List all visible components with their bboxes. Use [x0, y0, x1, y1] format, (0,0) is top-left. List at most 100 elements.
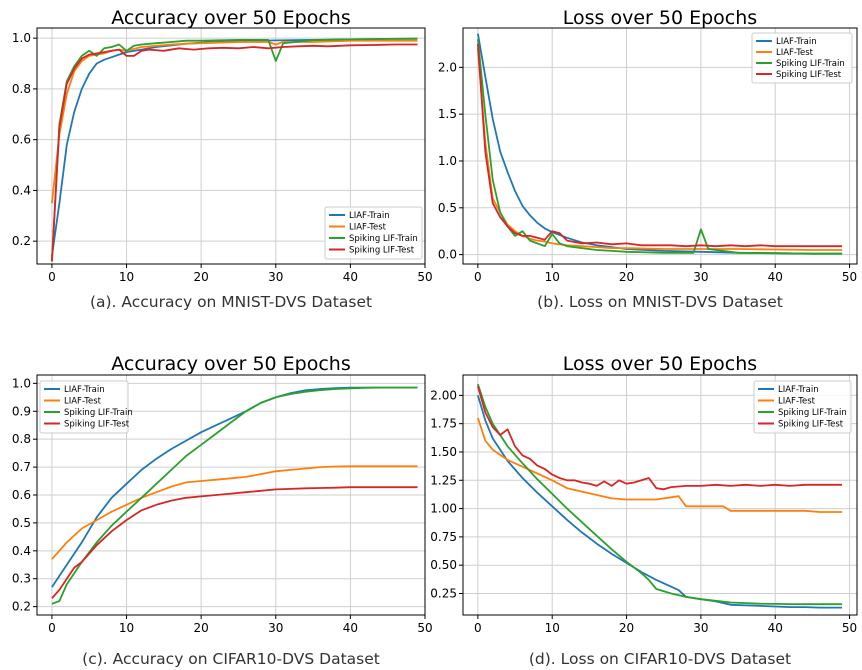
x-tick-label: 40	[343, 621, 358, 635]
plot-frame	[36, 27, 426, 265]
series-line-liaf-test	[51, 465, 418, 560]
x-tick-label: 50	[417, 621, 432, 635]
legend-box	[39, 380, 129, 434]
plot-frame	[462, 374, 858, 616]
y-tick-label: 1.50	[430, 445, 457, 459]
legend-label: Spiking LIF-Train	[776, 59, 845, 69]
y-tick-label: 2.0	[438, 60, 457, 74]
y-tick-label: 0.6	[12, 488, 31, 502]
y-tick-label: 0.4	[12, 544, 31, 558]
x-tick-label: 30	[268, 270, 283, 284]
legend-label: LIAF-Train	[778, 385, 819, 395]
y-tick-label: 0.9	[12, 404, 31, 418]
x-tick-label: 20	[619, 270, 634, 284]
chart-panel-1: Loss over 50 Epochs 0 10 20 30 40 50 0.0 0.5 1.0 1…	[438, 7, 858, 311]
legend-box	[753, 380, 852, 434]
legend-label: Spiking LIF-Train	[778, 408, 847, 418]
x-tick-label: 20	[194, 270, 209, 284]
series-line-spiking-lif-train	[51, 386, 418, 605]
series-line-spiking-lif-train	[51, 37, 418, 262]
y-tick-label: 2.00	[430, 388, 457, 402]
x-tick-label: 30	[268, 621, 283, 635]
y-tick-label: 0.75	[430, 530, 457, 544]
panel-caption: (d). Loss on CIFAR10-DVS Dataset	[529, 650, 791, 668]
panel-caption: (b). Loss on MNIST-DVS Dataset	[537, 293, 783, 311]
series-line-liaf-test	[51, 39, 418, 204]
y-tick-label: 1.5	[438, 107, 457, 121]
x-tick-label: 30	[693, 270, 708, 284]
x-tick-label: 10	[119, 621, 134, 635]
y-tick-label: 0.5	[438, 201, 457, 215]
y-tick-label: 1.75	[430, 417, 457, 431]
chart-panel-2: Accuracy over 50 Epochs 0 10 20 30 40 50 0.2 0.3…	[12, 353, 433, 668]
x-tick-label: 0	[474, 621, 482, 635]
x-tick-label: 40	[768, 270, 783, 284]
y-tick-label: 1.0	[12, 31, 31, 45]
y-tick-label: 0.2	[12, 600, 31, 614]
x-tick-label: 50	[417, 270, 432, 284]
chart-title: Loss over 50 Epochs	[563, 7, 757, 29]
x-tick-label: 0	[48, 270, 56, 284]
y-tick-label: 0.4	[12, 183, 31, 197]
legend-label: LIAF-Train	[349, 211, 390, 221]
x-tick-label: 10	[545, 621, 560, 635]
series-line-spiking-lif-test	[477, 43, 843, 248]
x-tick-label: 20	[619, 621, 634, 635]
legend-label: LIAF-Test	[64, 397, 102, 407]
y-tick-label: 0.6	[12, 133, 31, 147]
plot-frame	[462, 27, 858, 265]
y-tick-label: 0.2	[12, 234, 31, 248]
chart-panel-0: Accuracy over 50 Epochs 0 10 20 30 40 50 0.2 0.4…	[12, 7, 433, 311]
x-tick-label: 0	[48, 621, 56, 635]
x-tick-label: 40	[343, 270, 358, 284]
legend-label: Spiking LIF-Test	[349, 246, 415, 256]
legend-label: Spiking LIF-Test	[64, 420, 130, 430]
y-tick-label: 1.0	[12, 376, 31, 390]
chart-title: Loss over 50 Epochs	[563, 353, 757, 375]
legend-label: LIAF-Train	[64, 385, 105, 395]
x-tick-label: 20	[194, 621, 209, 635]
legend-label: Spiking LIF-Train	[64, 408, 133, 418]
y-tick-label: 0.50	[430, 558, 457, 572]
y-tick-label: 0.8	[12, 82, 31, 96]
legend-label: LIAF-Test	[349, 223, 387, 233]
y-tick-label: 0.25	[430, 586, 457, 600]
x-tick-label: 0	[474, 270, 482, 284]
y-tick-label: 1.25	[430, 473, 457, 487]
panel-caption: (a). Accuracy on MNIST-DVS Dataset	[90, 293, 372, 311]
series-line-spiking-lif-test	[477, 386, 843, 491]
legend-label: Spiking LIF-Test	[778, 420, 844, 430]
legend-box	[324, 206, 423, 260]
y-tick-label: 0.3	[12, 572, 31, 586]
y-tick-label: 0.5	[12, 516, 31, 530]
plot-frame	[36, 374, 426, 616]
y-tick-label: 0.7	[12, 460, 31, 474]
y-tick-label: 0.8	[12, 432, 31, 446]
chart-title: Accuracy over 50 Epochs	[111, 7, 351, 29]
series-line-spiking-lif-test	[51, 486, 418, 599]
x-tick-label: 40	[768, 621, 783, 635]
legend-label: LIAF-Test	[776, 48, 814, 58]
series-line-liaf-train	[477, 395, 843, 609]
y-tick-label: 1.00	[430, 502, 457, 516]
legend-label: LIAF-Train	[776, 37, 817, 47]
legend-label: Spiking LIF-Test	[776, 70, 842, 80]
x-tick-label: 30	[693, 621, 708, 635]
legend-label: LIAF-Test	[778, 397, 816, 407]
series-line-spiking-lif-test	[51, 43, 418, 262]
x-tick-label: 10	[545, 270, 560, 284]
series-line-spiking-lif-train	[477, 383, 843, 606]
panel-caption: (c). Accuracy on CIFAR10-DVS Dataset	[82, 650, 380, 668]
y-tick-label: 1.0	[438, 154, 457, 168]
chart-title: Accuracy over 50 Epochs	[111, 353, 351, 375]
series-line-liaf-train	[477, 33, 843, 255]
y-tick-label: 0.0	[438, 248, 457, 262]
x-tick-label: 10	[119, 270, 134, 284]
legend-box	[751, 32, 853, 84]
x-tick-label: 50	[842, 621, 857, 635]
